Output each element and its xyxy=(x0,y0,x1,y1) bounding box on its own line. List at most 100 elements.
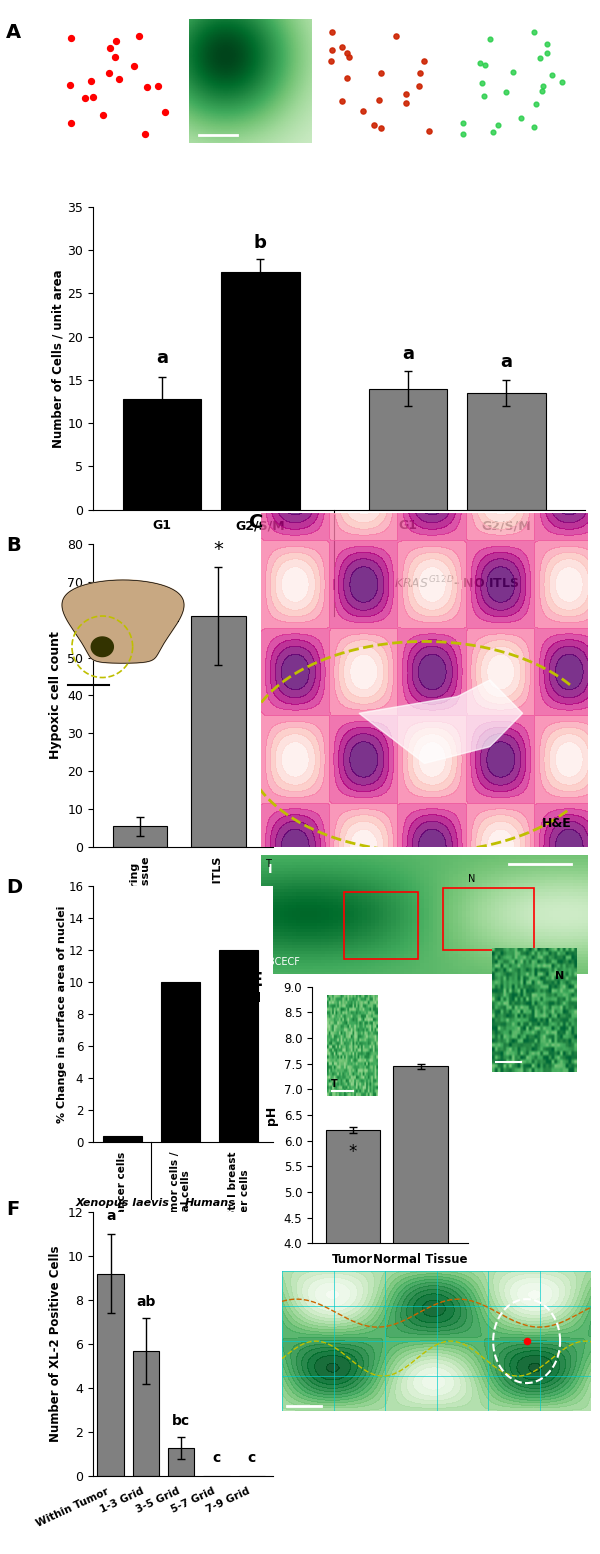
Bar xyxy=(368,388,447,510)
Point xyxy=(337,34,346,59)
Text: E: E xyxy=(249,971,262,990)
Text: B: B xyxy=(6,536,21,555)
Text: *: * xyxy=(213,541,223,559)
Point xyxy=(343,65,352,90)
Point xyxy=(529,113,539,138)
Point xyxy=(424,118,433,143)
Text: a: a xyxy=(156,348,168,367)
Text: II: II xyxy=(252,991,262,1005)
Bar xyxy=(443,889,534,949)
Point xyxy=(140,121,149,146)
Y-axis label: Hypoxic cell count: Hypoxic cell count xyxy=(49,631,62,760)
Point xyxy=(369,112,379,137)
Text: BCECF: BCECF xyxy=(268,957,299,967)
Point xyxy=(479,84,489,109)
Point xyxy=(488,120,498,145)
Point xyxy=(66,110,76,135)
Point xyxy=(65,73,75,98)
Point xyxy=(415,73,424,98)
Point xyxy=(502,79,511,104)
Point xyxy=(522,1329,532,1354)
Text: c: c xyxy=(212,1451,221,1465)
Point xyxy=(154,75,163,99)
Point xyxy=(86,68,96,93)
Bar xyxy=(221,272,299,510)
Text: a: a xyxy=(500,353,512,371)
Text: N: N xyxy=(468,875,475,884)
Text: I: I xyxy=(268,862,272,875)
Point xyxy=(458,110,467,135)
Point xyxy=(106,36,115,61)
Text: A: A xyxy=(6,23,21,42)
Text: F: F xyxy=(6,1200,19,1218)
Polygon shape xyxy=(359,681,523,763)
Y-axis label: Number of XL-2 Positive Cells: Number of XL-2 Positive Cells xyxy=(49,1246,62,1442)
Point xyxy=(130,54,139,79)
Point xyxy=(376,61,386,85)
Point xyxy=(326,50,336,75)
Text: bc: bc xyxy=(172,1414,190,1428)
Point xyxy=(374,89,383,113)
Point xyxy=(111,28,121,53)
Point xyxy=(401,90,411,115)
Point xyxy=(376,115,386,140)
Bar xyxy=(133,1350,159,1476)
Point xyxy=(115,67,124,92)
Text: a: a xyxy=(402,345,414,362)
Bar xyxy=(168,1448,194,1476)
Point xyxy=(516,106,526,131)
Point xyxy=(328,20,337,45)
Point xyxy=(80,85,90,110)
Point xyxy=(415,61,425,85)
Point xyxy=(358,99,368,124)
Text: Xenopus laevis: Xenopus laevis xyxy=(75,1198,169,1209)
Point xyxy=(419,48,428,73)
Point xyxy=(557,70,567,95)
Bar xyxy=(122,399,201,510)
Point xyxy=(477,70,487,95)
Text: H&E: H&E xyxy=(542,817,572,830)
Text: $KRAS^{G12D}$- ITLS: $KRAS^{G12D}$- ITLS xyxy=(161,575,261,591)
Bar xyxy=(103,1136,142,1142)
Point xyxy=(485,26,495,51)
Point xyxy=(110,45,120,70)
Point xyxy=(401,82,411,107)
Point xyxy=(542,33,552,57)
Bar xyxy=(191,615,245,847)
Point xyxy=(493,112,502,137)
Text: b: b xyxy=(254,233,267,252)
Point xyxy=(328,37,337,62)
Point xyxy=(67,26,76,51)
Y-axis label: pH: pH xyxy=(265,1105,278,1125)
Polygon shape xyxy=(62,580,184,664)
Text: $KRAS^{G12D}$- NO ITLS: $KRAS^{G12D}$- NO ITLS xyxy=(394,575,520,591)
Bar xyxy=(394,1066,448,1448)
Point xyxy=(134,23,143,48)
Y-axis label: Number of Cells / unit area: Number of Cells / unit area xyxy=(52,269,65,448)
Bar xyxy=(467,393,545,510)
Point xyxy=(458,121,468,146)
Bar xyxy=(97,1274,124,1476)
Point xyxy=(344,44,354,68)
Text: D: D xyxy=(6,878,22,897)
Point xyxy=(98,103,108,127)
Point xyxy=(508,59,517,84)
Point xyxy=(142,75,152,99)
Point xyxy=(542,40,552,65)
Point xyxy=(104,61,114,85)
Text: a: a xyxy=(106,1209,115,1223)
Text: Humans: Humans xyxy=(184,1198,235,1209)
Point xyxy=(481,53,490,78)
Point xyxy=(530,20,539,45)
Text: N: N xyxy=(555,971,564,981)
Text: C: C xyxy=(249,513,263,531)
Bar xyxy=(326,1130,380,1448)
Point xyxy=(538,78,547,103)
Point xyxy=(391,23,401,48)
Point xyxy=(88,85,98,110)
Y-axis label: % Change in surface area of nuclei: % Change in surface area of nuclei xyxy=(57,906,67,1122)
Text: *: * xyxy=(349,1144,357,1161)
Bar xyxy=(344,892,418,959)
Point xyxy=(161,99,170,124)
Text: ab: ab xyxy=(136,1294,155,1308)
